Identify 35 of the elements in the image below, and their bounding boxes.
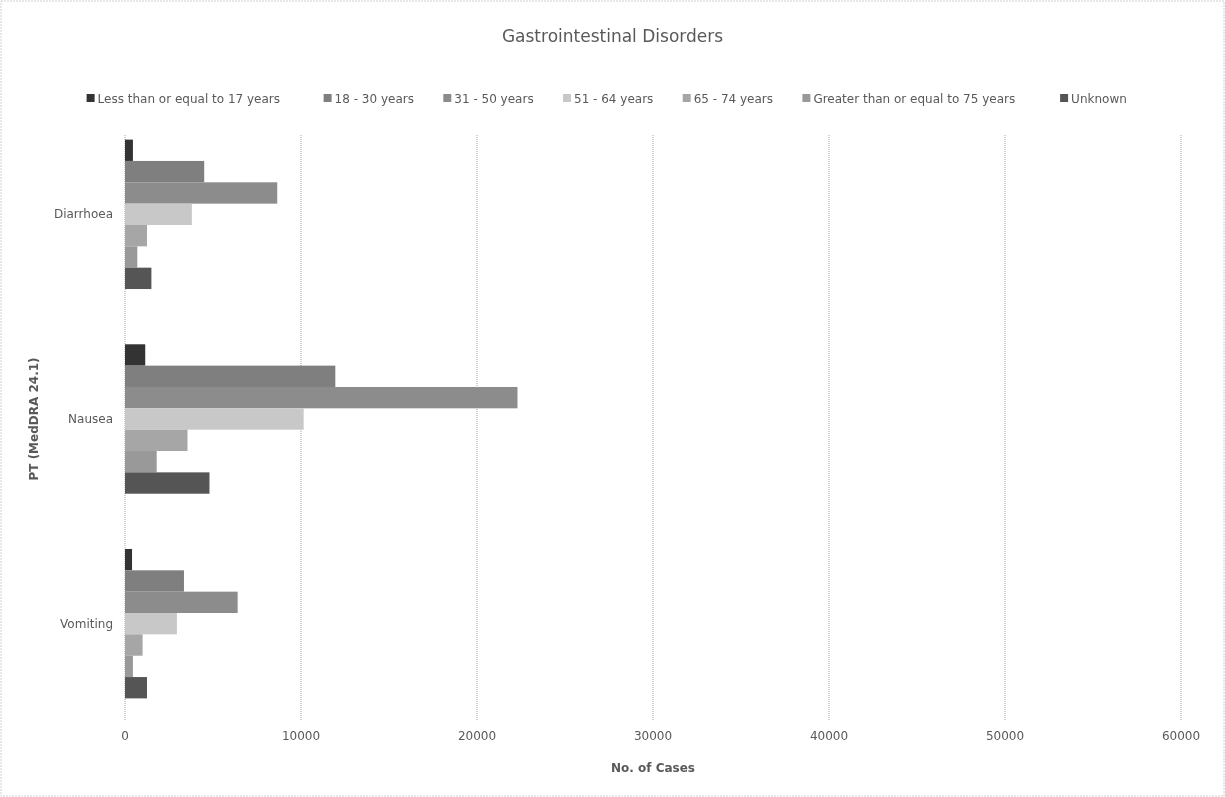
bar	[125, 613, 177, 635]
bar	[125, 365, 336, 387]
x-tick-label: 20000	[457, 729, 497, 743]
bar	[125, 472, 210, 494]
bar	[125, 203, 192, 225]
y-axis-title: PT (MedDRA 24.1)	[27, 357, 41, 481]
bar	[125, 160, 205, 183]
bar	[125, 139, 133, 161]
bar	[125, 548, 133, 571]
chart-title: Gastrointestinal Disorders	[501, 26, 724, 46]
y-tick-label: Vomiting	[60, 616, 113, 631]
legend-label: 18 - 30 years	[334, 92, 414, 106]
bar	[125, 344, 146, 366]
bar	[125, 408, 304, 430]
x-tick-label: 40000	[809, 729, 849, 743]
x-tick-label: 0	[121, 729, 129, 743]
y-tick-label: Diarrhoea	[53, 207, 113, 222]
legend-label: 65 - 74 years	[693, 92, 774, 106]
x-tick-label: 30000	[633, 729, 673, 743]
legend-label: 51 - 64 years	[574, 92, 654, 106]
legend-label: Less than or equal to 17 years	[97, 92, 281, 106]
legend-label: Greater than or equal to 75 years	[813, 92, 1016, 106]
bar	[125, 267, 152, 290]
bar	[125, 570, 184, 592]
bar	[125, 386, 518, 409]
x-tick-label: 50000	[985, 729, 1025, 743]
x-tick-label: 10000	[281, 729, 321, 743]
bar	[125, 591, 238, 614]
y-tick-label: Nausea	[68, 412, 113, 426]
legend-label: Unknown	[1071, 92, 1127, 106]
x-tick-label: 60000	[1161, 729, 1201, 743]
bar	[125, 677, 147, 699]
x-axis-title: No. of Cases	[611, 761, 695, 775]
bar	[125, 182, 278, 204]
legend-label: 31 - 50 years	[454, 92, 534, 106]
